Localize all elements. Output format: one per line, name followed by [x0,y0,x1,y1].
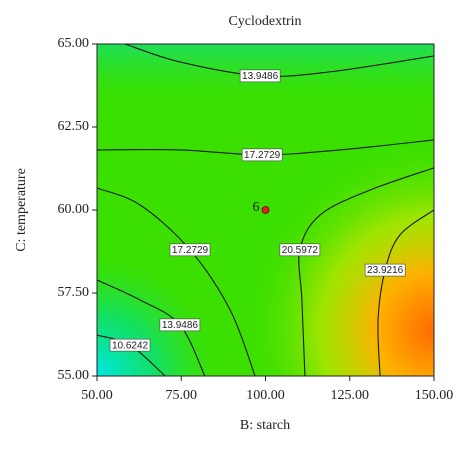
x-tick-label: 75.00 [166,388,198,403]
y-tick-label: 55.00 [58,368,90,383]
contour-label-box [169,243,211,257]
y-tick-label: 62.50 [58,119,90,134]
chart-title: Cyclodextrin [228,14,301,29]
contour-label-box [159,318,201,332]
y-tick-label: 60.00 [58,202,90,217]
contour-line [298,167,434,376]
x-tick-label: 50.00 [81,388,113,403]
design-point-label: 6 [253,200,260,215]
y-axis-label: C: temperature [14,168,29,252]
x-tick-label: 150.00 [415,388,454,403]
contour-label: 23.9216 [367,265,404,276]
y-tick-label: 57.50 [58,285,90,300]
contour-label: 20.5972 [282,245,319,256]
contour-label: 10.6242 [112,340,149,351]
contour-label-box [109,338,151,352]
y-tick-label: 65.00 [58,36,90,51]
contour-label: 17.2729 [172,245,209,256]
contour-label: 17.2729 [244,150,281,161]
contour-label-box [239,69,281,83]
contour-label: 13.9486 [162,320,199,331]
contour-label-box [279,243,321,257]
contour-label-box [241,148,283,162]
x-axis-label: B: starch [240,418,290,433]
design-point [261,206,270,214]
x-tick-label: 125.00 [331,388,370,403]
x-tick-label: 100.00 [246,388,285,403]
contour-line [97,279,206,376]
contour-label: 13.9486 [242,71,279,82]
contour-label-box [364,263,406,277]
